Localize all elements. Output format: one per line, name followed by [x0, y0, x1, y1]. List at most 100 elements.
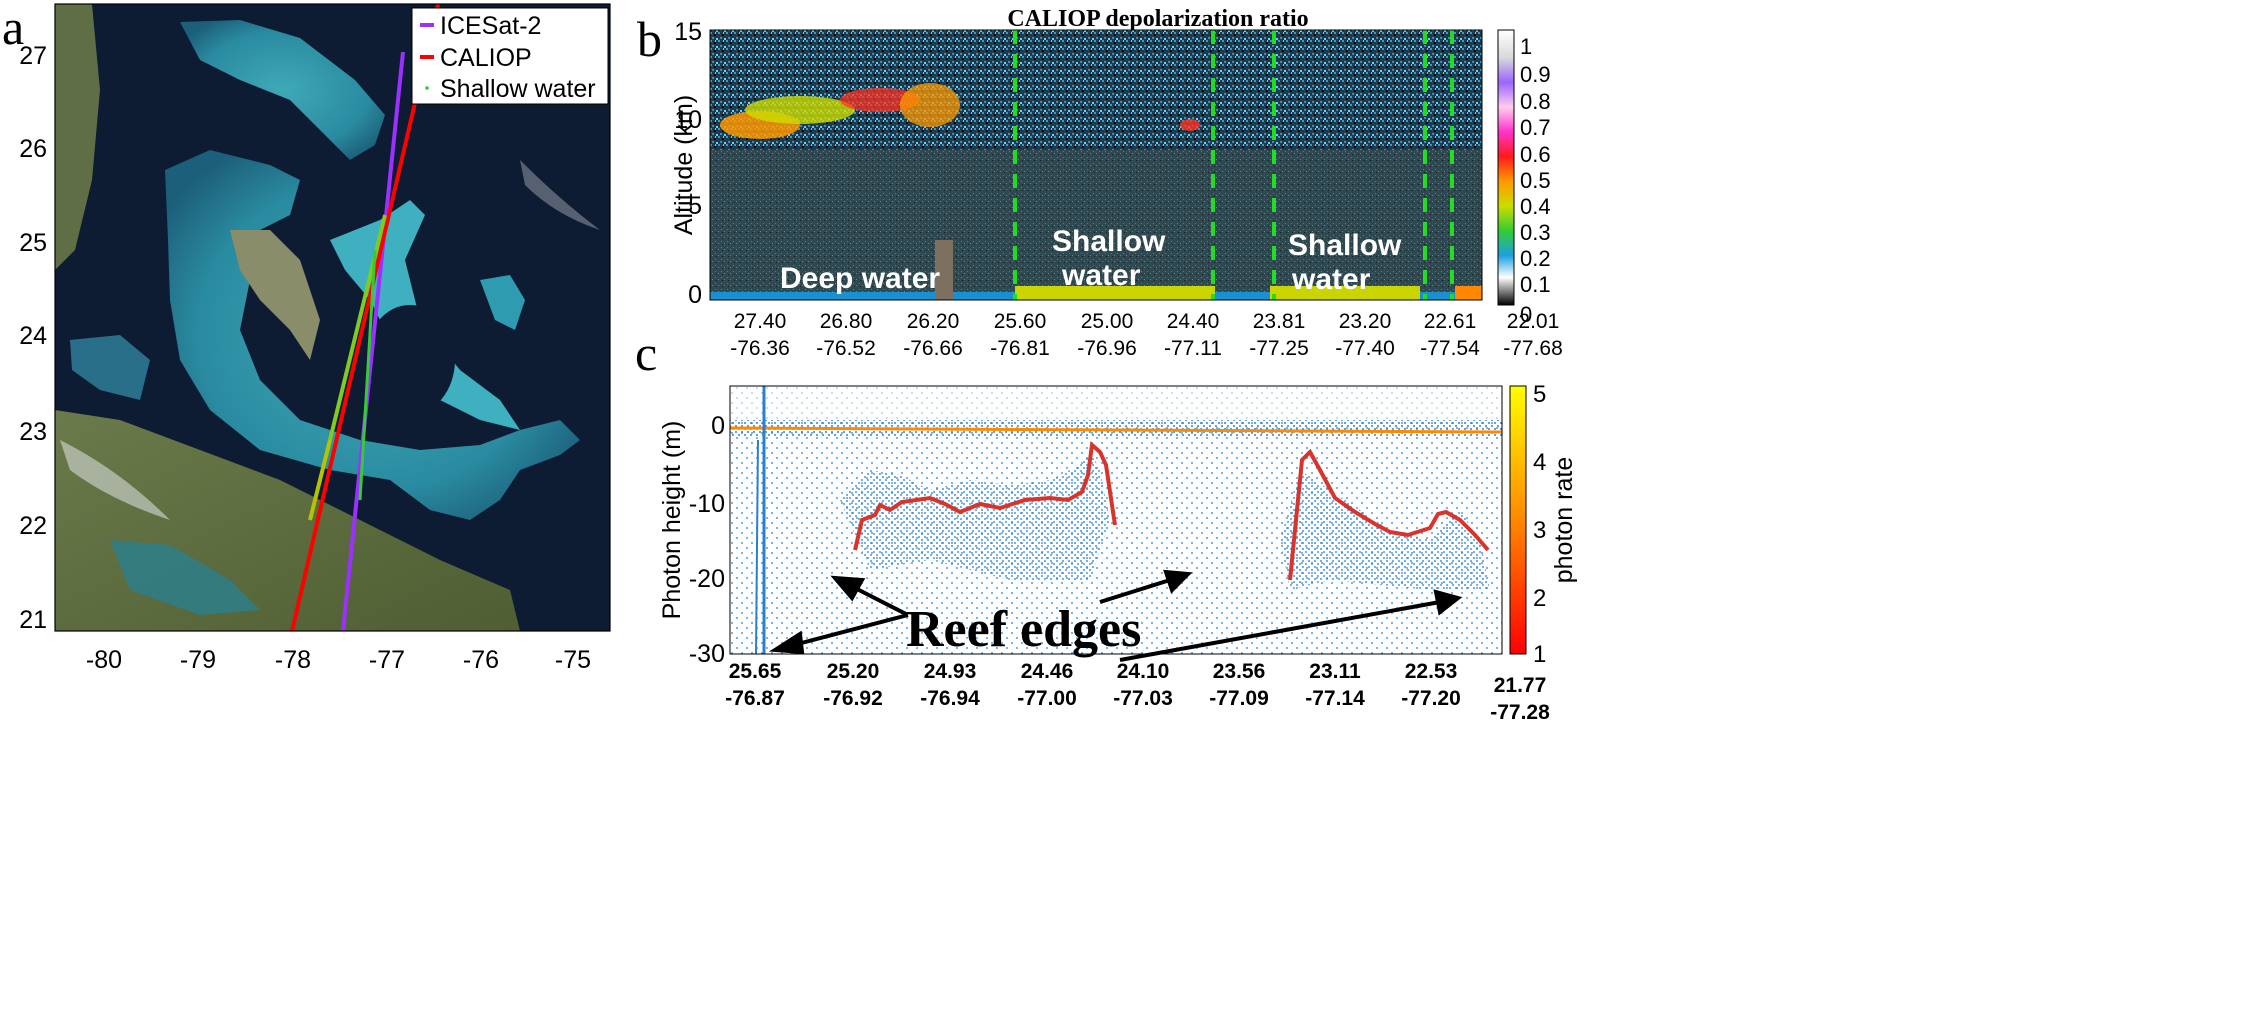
shallow-water-label: water [1291, 263, 1371, 296]
x-tick-lat: 24.46 [1020, 660, 1074, 683]
x-tick-lat: 23.56 [1212, 660, 1266, 683]
panel-a-map: ICESat-2 CALIOP Shallow water 27 26 25 2… [19, 3, 611, 674]
panel-b-frame [709, 29, 1483, 301]
x-tick-lon: -76.96 [1077, 337, 1137, 360]
y-tick-label: -30 [689, 640, 725, 668]
upper-atmosphere-signal [710, 30, 1482, 150]
noise-photons-above [730, 386, 1502, 420]
colorbar-tick-label: 5 [1533, 381, 1546, 408]
colorbar-tick-label: 0.9 [1520, 62, 1551, 87]
shallow-water-label: water [1061, 259, 1141, 292]
x-tick-lon: -77.09 [1209, 687, 1269, 710]
colorbar-tick-label: 0.4 [1520, 194, 1551, 219]
y-tick-label: 23 [19, 418, 47, 446]
colorbar-tick-label: 0.1 [1520, 272, 1551, 297]
panel-c-colorbar-ticks: 5 4 3 2 1 [1533, 381, 1546, 668]
panel-b-colorbar [1497, 29, 1515, 306]
lower-atmosphere-signal [710, 150, 1482, 300]
legend-icesat2-label: ICESat-2 [440, 12, 541, 40]
cloud-layer [900, 83, 960, 127]
caliop-track [290, 3, 440, 632]
great-bahama-bank [165, 150, 580, 520]
x-tick-lon: -77.14 [1305, 687, 1365, 710]
colorbar-tick-label: 4 [1533, 449, 1546, 476]
colorbar-tick-label: 1 [1520, 34, 1532, 59]
x-tick-lat: 27.40 [733, 310, 787, 333]
x-tick-lat: 25.00 [1080, 310, 1134, 333]
y-tick-label: 27 [19, 42, 47, 70]
shallow-surface-return [1270, 286, 1420, 300]
colorbar-tick-label: 0.3 [1520, 220, 1551, 245]
photon-spike [755, 439, 759, 655]
cloud-layer [745, 96, 855, 124]
arrow [1099, 578, 1171, 604]
colorbar-tick-label: 0.7 [1520, 115, 1551, 140]
x-tick-lon: -76.36 [730, 337, 790, 360]
x-tick-lon: -77.68 [1503, 337, 1563, 360]
legend-caliop-label: CALIOP [440, 44, 532, 72]
panel-c-y-axis: 0 -10 -20 -30 [689, 412, 725, 668]
x-tick-label: -80 [86, 646, 122, 674]
cloud-layer [840, 88, 920, 112]
x-tick-lat: 24.93 [923, 660, 977, 683]
land-column [935, 240, 953, 300]
panel-b-chart: CALIOP depolarization ratio Deep water S… [670, 6, 1551, 327]
panel-a-x-axis: -80 -79 -78 -77 -76 -75 [86, 646, 591, 674]
seafloor-photons [840, 450, 1110, 580]
x-tick-lat: 23.81 [1252, 310, 1306, 333]
colorbar-tick-label: 0.5 [1520, 168, 1551, 193]
panel-b-annotations: Deep water Shallow water Shallow water [780, 225, 1402, 296]
arrow-head [830, 575, 866, 602]
colorbar-tick-label: 0.2 [1520, 246, 1551, 271]
x-tick-lat: 25.60 [993, 310, 1047, 333]
cloud-cover [60, 440, 170, 520]
andros-island [230, 230, 320, 360]
panel-c-ylabel: Photon height (m) [658, 421, 686, 620]
reef-edges-label: Reef edges [906, 601, 1141, 658]
x-tick-lon: -76.66 [903, 337, 963, 360]
panel-a-legend [411, 7, 609, 105]
colorbar-tick-label: 0.6 [1520, 142, 1551, 167]
x-tick-lon: -76.87 [725, 687, 785, 710]
x-tick-lat: 24.40 [1166, 310, 1220, 333]
water-surface-line [729, 426, 1503, 434]
x-tick-lat: 26.20 [906, 310, 960, 333]
x-tick-lon: -77.54 [1420, 337, 1480, 360]
y-tick-label: 0 [711, 412, 725, 440]
y-tick-label: -20 [689, 565, 725, 593]
x-tick-lat: 21.77 [1493, 674, 1547, 697]
y-tick-label: 15 [674, 18, 702, 46]
panel-c-label: c [635, 325, 658, 381]
colorbar-tick-label: 0 [1520, 302, 1532, 327]
seafloor-line [1288, 448, 1490, 581]
y-tick-label: 5 [688, 192, 702, 220]
x-tick-label: -79 [180, 646, 216, 674]
cay-sal-bank [70, 335, 150, 400]
arrow [1119, 600, 1441, 662]
arrow-head [1433, 589, 1463, 616]
x-tick-lon: -76.94 [920, 687, 980, 710]
y-tick-label: 21 [19, 606, 47, 634]
y-tick-label: -10 [689, 490, 725, 518]
shallow-water-label: Shallow [1288, 229, 1402, 262]
x-tick-lat: 26.80 [819, 310, 873, 333]
x-tick-lon: -77.40 [1335, 337, 1395, 360]
x-tick-label: -76 [463, 646, 499, 674]
shallow-surface-return [1455, 286, 1482, 300]
x-tick-lat: 25.20 [826, 660, 880, 683]
deep-water-label: Deep water [780, 262, 940, 295]
panel-a-label: a [2, 0, 25, 55]
x-tick-lon: -77.28 [1490, 701, 1550, 724]
x-tick-label: -77 [369, 646, 405, 674]
x-tick-lon: -77.03 [1113, 687, 1173, 710]
legend-shallow-swatch [425, 86, 429, 90]
y-tick-label: 26 [19, 135, 47, 163]
x-tick-lon: -77.20 [1401, 687, 1461, 710]
colorbar-tick-label: 0.8 [1520, 89, 1551, 114]
cloud-layer [1180, 119, 1200, 131]
x-tick-lat: 22.61 [1423, 310, 1477, 333]
reef-edge-arrows [768, 569, 1463, 662]
y-tick-label: 24 [19, 322, 47, 350]
panel-c-frame [729, 385, 1503, 655]
legend-shallow-label: Shallow water [440, 75, 596, 103]
